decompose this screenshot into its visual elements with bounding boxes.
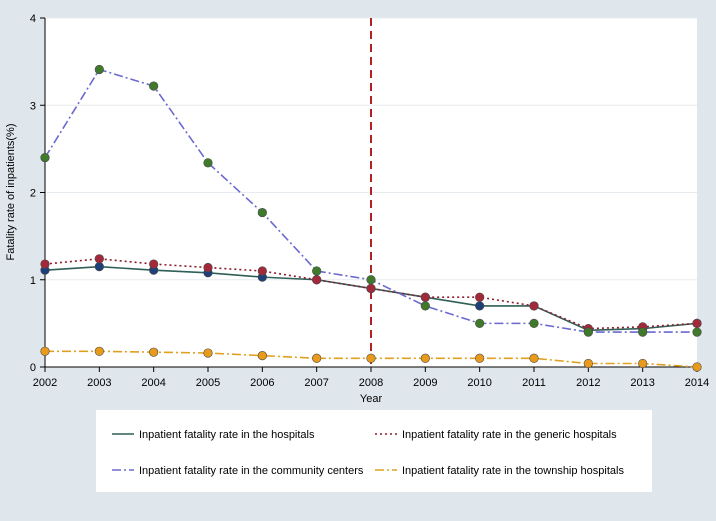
series-2-point-2002 — [40, 153, 50, 163]
series-3-point-2002 — [40, 346, 50, 356]
y-tick-label-4: 4 — [30, 13, 36, 25]
y-tick-label-2: 2 — [30, 188, 36, 200]
series-2-point-2005 — [203, 158, 213, 168]
y-ticks: 0 1 2 3 4 — [30, 13, 45, 374]
x-tick-label-2004: 2004 — [141, 377, 165, 389]
x-tick-label-2013: 2013 — [630, 377, 654, 389]
series-1-point-2003 — [94, 254, 104, 264]
series-3-point-2008 — [366, 353, 376, 363]
series-2-point-2011 — [529, 318, 539, 328]
legend-label-0: Inpatient fatality rate in the hospitals — [139, 429, 315, 441]
legend-box — [96, 410, 652, 492]
x-tick-label-2006: 2006 — [250, 377, 274, 389]
legend-label-2: Inpatient fatality rate in the community… — [139, 465, 364, 477]
x-tick-label-2005: 2005 — [196, 377, 220, 389]
series-3-point-2006 — [257, 351, 267, 361]
series-2-point-2006 — [257, 207, 267, 218]
series-2-point-2003 — [94, 64, 104, 75]
legend-label-1: Inpatient fatality rate in the generic h… — [402, 429, 617, 441]
legend: Inpatient fatality rate in the hospitals… — [112, 429, 624, 477]
series-2-point-2014 — [692, 327, 702, 337]
series-3-point-2012 — [583, 358, 593, 369]
series-3-point-2014 — [692, 362, 702, 372]
series-1-point-2006 — [257, 266, 267, 276]
series-1-point-2014 — [692, 318, 702, 328]
series-3-point-2005 — [203, 348, 213, 358]
series-1-point-2010 — [475, 292, 485, 302]
x-tick-label-2007: 2007 — [304, 377, 328, 389]
series-group — [40, 64, 702, 372]
series-3-point-2013 — [638, 358, 648, 369]
series-3-point-2007 — [312, 353, 322, 363]
series-2-point-2013 — [638, 327, 648, 337]
y-tick-label-1: 1 — [30, 275, 36, 287]
y-tick-label-3: 3 — [30, 100, 36, 112]
series-1-point-2009 — [420, 292, 430, 302]
series-0-point-2010 — [475, 301, 485, 311]
x-tick-label-2003: 2003 — [87, 377, 111, 389]
y-axis-title: Fatality rate of inpatients(%) — [5, 124, 17, 261]
series-3-point-2004 — [149, 347, 159, 357]
x-tick-label-2012: 2012 — [576, 377, 600, 389]
x-tick-label-2011: 2011 — [522, 377, 546, 389]
series-2-point-2010 — [475, 318, 485, 328]
series-3 — [40, 346, 702, 372]
series-1-point-2005 — [203, 262, 213, 273]
series-2 — [40, 64, 702, 337]
x-ticks: 2002 2003 2004 2005 2006 2007 2008 2009 2010 2011… — [33, 367, 709, 389]
series-2-point-2008 — [366, 275, 376, 285]
series-2-point-2009 — [420, 301, 430, 311]
legend-label-3: Inpatient fatality rate in the township … — [402, 465, 624, 477]
y-tick-label-0: 0 — [30, 362, 36, 374]
series-3-point-2010 — [475, 353, 485, 363]
x-axis-title: Year — [360, 393, 383, 405]
series-3-point-2011 — [529, 353, 539, 363]
series-3-point-2003 — [94, 346, 104, 356]
series-3-point-2009 — [420, 353, 430, 363]
series-1-point-2008 — [366, 283, 376, 294]
series-2-point-2004 — [149, 81, 159, 91]
x-tick-label-2002: 2002 — [33, 377, 57, 389]
series-2-point-2012 — [583, 327, 593, 337]
x-tick-label-2014: 2014 — [685, 377, 709, 389]
x-tick-label-2009: 2009 — [413, 377, 437, 389]
series-1-point-2011 — [529, 301, 539, 311]
series-0-point-2003 — [94, 262, 104, 272]
x-tick-label-2008: 2008 — [359, 377, 383, 389]
series-1-point-2007 — [312, 275, 322, 285]
x-tick-label-2010: 2010 — [467, 377, 491, 389]
series-1-point-2002 — [40, 259, 50, 269]
series-2-point-2007 — [312, 266, 322, 276]
series-1-point-2004 — [149, 259, 159, 269]
